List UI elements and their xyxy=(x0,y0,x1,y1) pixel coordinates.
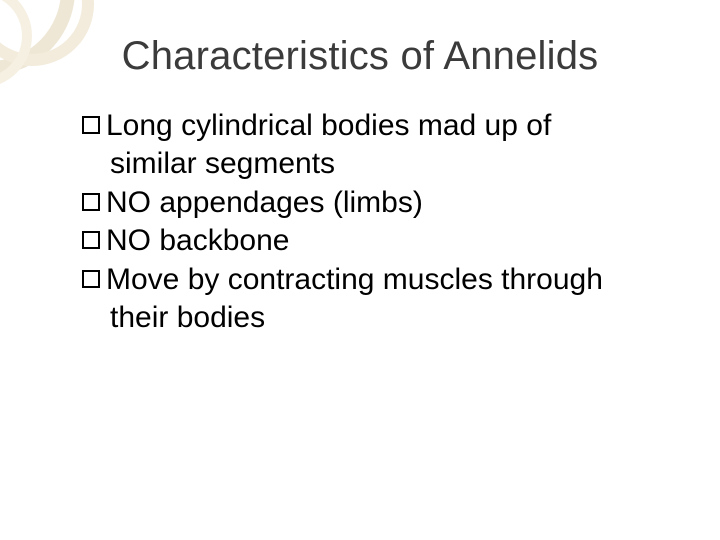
bullet-item: Move by contracting muscles through xyxy=(82,261,664,299)
bullet-rest: backbone xyxy=(151,224,289,257)
bullet-lead: Move xyxy=(106,263,179,296)
bullet-lead: NO xyxy=(106,186,151,219)
bullet-item: NO appendages (limbs) xyxy=(82,184,664,222)
bullet-continuation: their bodies xyxy=(82,299,664,337)
bullet-item: NO backbone xyxy=(82,222,664,260)
square-bullet-icon xyxy=(82,270,100,288)
square-bullet-icon xyxy=(82,193,100,211)
bullet-item: Long cylindrical bodies mad up of xyxy=(82,107,664,145)
bullet-lead: NO xyxy=(106,224,151,257)
slide: Characteristics of Annelids Long cylindr… xyxy=(0,0,720,540)
bullet-rest: cylindrical bodies mad up of xyxy=(173,109,552,142)
bullet-rest: by contracting muscles through xyxy=(179,263,603,296)
bullet-lead: Long xyxy=(106,109,173,142)
square-bullet-icon xyxy=(82,231,100,249)
slide-title: Characteristics of Annelids xyxy=(48,34,672,79)
bullet-rest: appendages (limbs) xyxy=(151,186,423,219)
bullet-continuation: similar segments xyxy=(82,145,664,183)
slide-body: Long cylindrical bodies mad up of simila… xyxy=(48,107,672,337)
square-bullet-icon xyxy=(82,116,100,134)
